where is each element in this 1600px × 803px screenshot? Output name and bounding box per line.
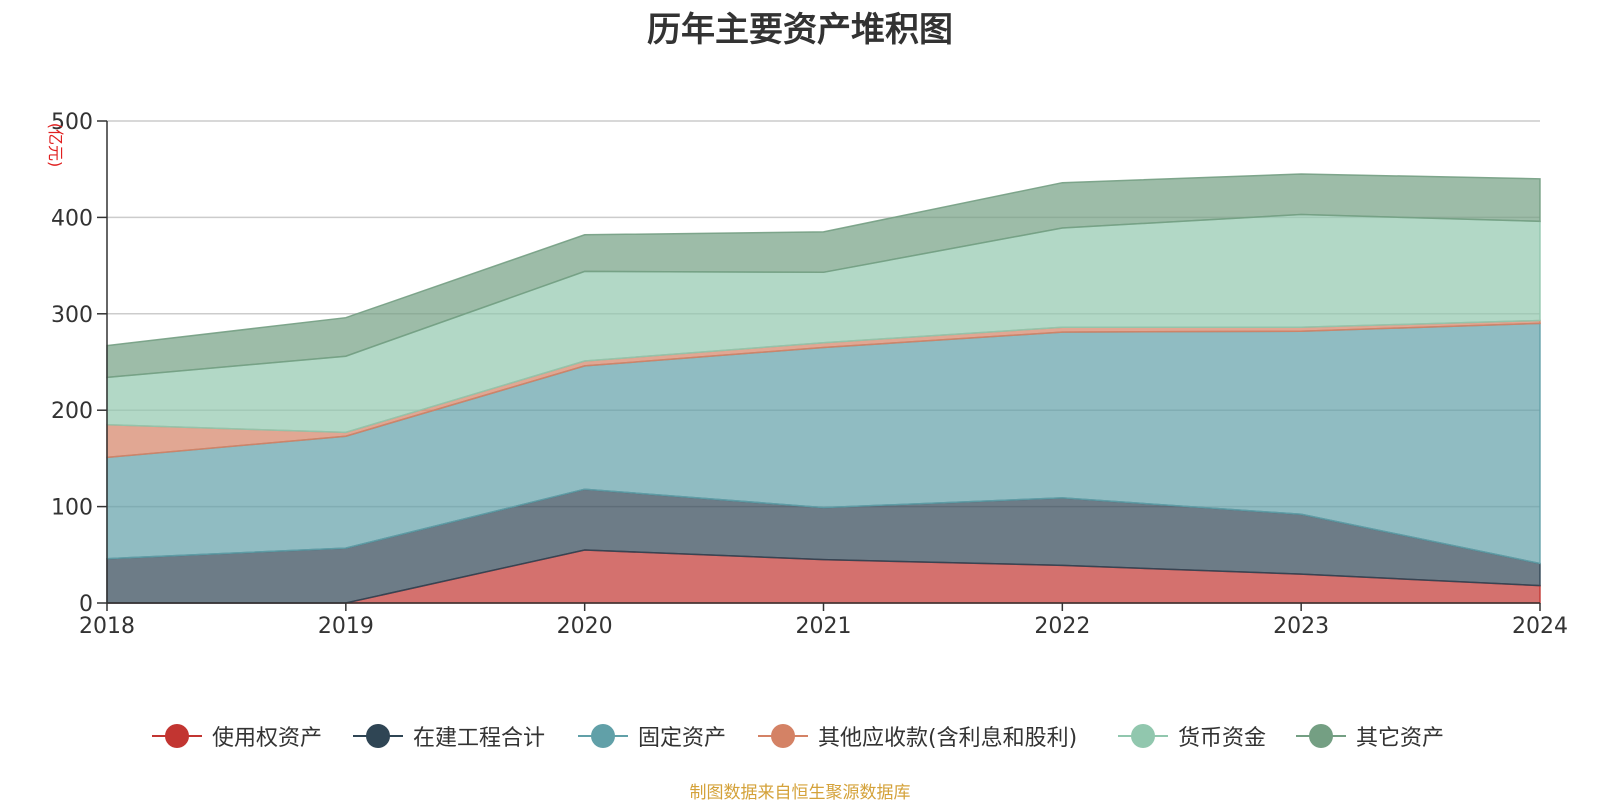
y-axis-label: (亿元) <box>46 123 65 168</box>
legend-item[interactable]: 其他应收款(含利息和股利) <box>758 716 1077 756</box>
y-tick-label: 200 <box>51 399 93 424</box>
y-tick-label: 500 <box>51 110 93 135</box>
x-tick-label: 2018 <box>79 614 135 639</box>
chart-title: 历年主要资产堆积图 <box>647 10 953 50</box>
legend-symbol <box>1296 724 1346 748</box>
x-tick-label: 2022 <box>1034 614 1090 639</box>
y-tick-label: 100 <box>51 496 93 521</box>
y-tick-label: 0 <box>79 592 93 617</box>
legend-label: 在建工程合计 <box>413 726 546 751</box>
y-tick-label: 300 <box>51 303 93 328</box>
legend-symbol <box>578 724 628 748</box>
legend-label: 其他应收款(含利息和股利) <box>818 726 1078 751</box>
legend-item[interactable]: 其它资产 <box>1296 716 1444 756</box>
area-其它资产 <box>106 173 1541 379</box>
legend-symbol <box>1118 724 1168 748</box>
legend-label: 货币资金 <box>1178 726 1267 751</box>
chart-legend: 使用权资产 在建工程合计 固定资产 其他应收款(含利息和股利) 货币资金 其它资产 <box>0 716 1600 756</box>
legend-label: 其它资产 <box>1356 726 1445 751</box>
legend-symbol <box>353 724 403 748</box>
x-tick-label: 2024 <box>1512 614 1568 639</box>
axes: 0 100 200 300 400 500 2018 2019 2020 2021 2022 2023… <box>51 110 1568 639</box>
legend-symbol <box>152 724 202 748</box>
legend-item[interactable]: 固定资产 <box>578 716 726 756</box>
x-tick-label: 2023 <box>1273 614 1329 639</box>
legend-item[interactable]: 在建工程合计 <box>353 716 545 756</box>
x-tick-label: 2019 <box>318 614 374 639</box>
x-tick-label: 2021 <box>796 614 852 639</box>
stacked-area-chart: 0 100 200 300 400 500 2018 2019 2020 2021 2022 2023… <box>46 110 1568 639</box>
x-tick-label: 2020 <box>557 614 613 639</box>
legend-label: 使用权资产 <box>212 726 323 751</box>
y-tick-label: 400 <box>51 206 93 231</box>
legend-symbol <box>758 724 808 748</box>
legend-item[interactable]: 货币资金 <box>1118 716 1266 756</box>
data-source-note: 制图数据来自恒生聚源数据库 <box>689 783 911 803</box>
area-series <box>106 173 1541 604</box>
legend-item[interactable]: 使用权资产 <box>152 716 322 756</box>
legend-label: 固定资产 <box>638 726 727 751</box>
